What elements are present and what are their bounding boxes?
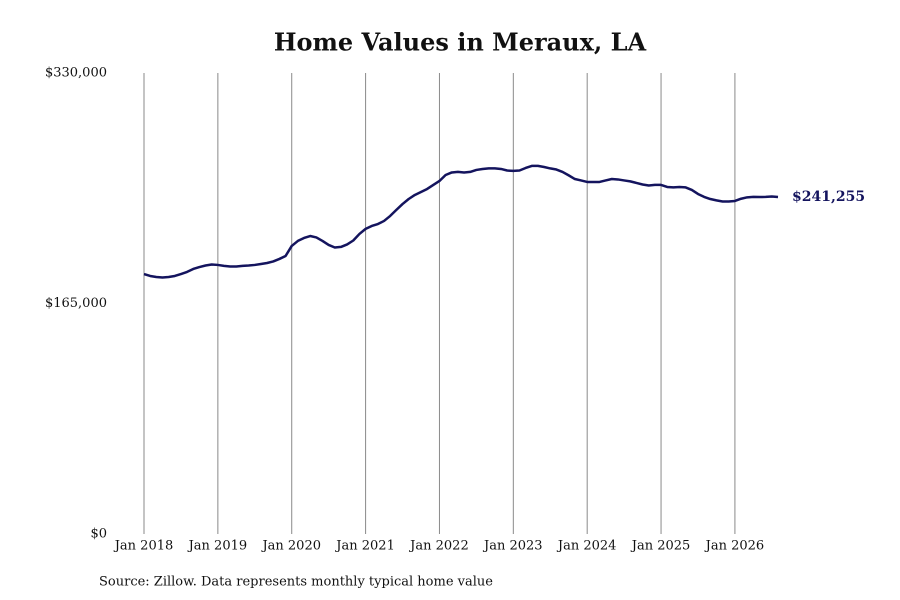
x-tick-label: Jan 2020 — [260, 539, 321, 554]
x-tick-label: Jan 2018 — [113, 539, 174, 554]
x-tick-label: Jan 2026 — [704, 539, 765, 554]
end-value-label: $241,255 — [792, 189, 865, 205]
y-tick-label: $165,000 — [45, 296, 107, 311]
x-tick-label: Jan 2023 — [482, 539, 543, 554]
source-note: Source: Zillow. Data represents monthly … — [99, 575, 493, 590]
x-tick-label: Jan 2019 — [187, 539, 248, 554]
y-tick-label: $0 — [90, 527, 107, 542]
x-tick-label: Jan 2021 — [334, 539, 395, 554]
line-series — [143, 164, 779, 279]
x-tick-label: Jan 2022 — [408, 539, 469, 554]
chart-title: Home Values in Meraux, LA — [274, 28, 647, 57]
x-tick-label: Jan 2025 — [630, 539, 691, 554]
y-tick-label: $330,000 — [45, 66, 107, 81]
x-tick-label: Jan 2024 — [556, 539, 617, 554]
